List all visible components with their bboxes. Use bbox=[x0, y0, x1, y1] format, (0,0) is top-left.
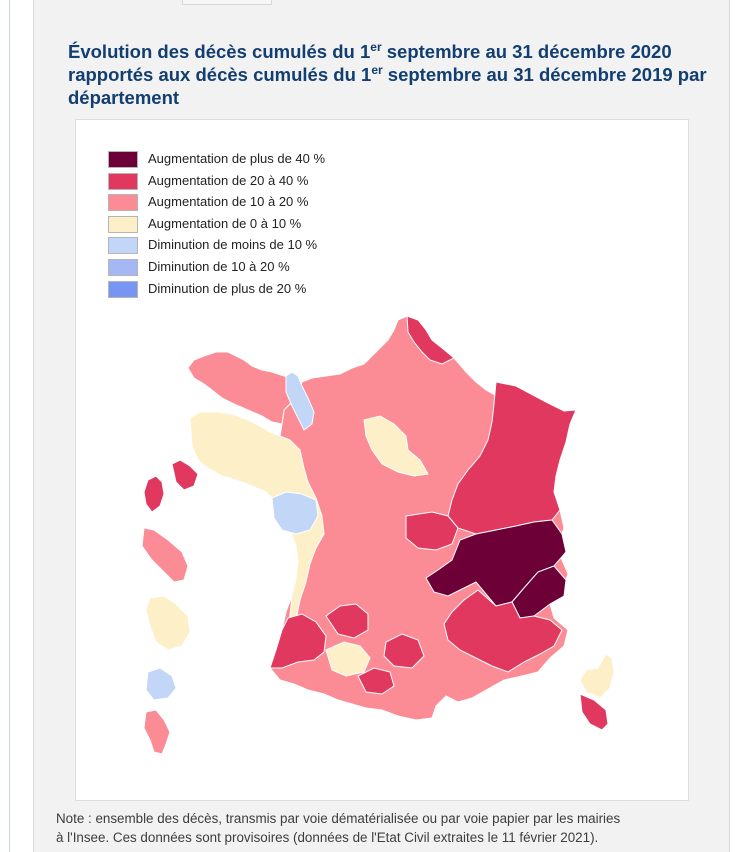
title-line-1: Évolution des décès cumulés du 1er septe… bbox=[68, 40, 672, 62]
figure-note: Note : ensemble des décès, transmis par … bbox=[56, 809, 716, 847]
region-corse-du-sud bbox=[579, 693, 609, 731]
region-bourgogne bbox=[405, 511, 459, 551]
title-line-2: rapportés aux décès cumulés du 1er septe… bbox=[68, 63, 707, 85]
region-manche bbox=[285, 371, 315, 431]
legend-label: Diminution de 10 à 20 % bbox=[148, 258, 290, 274]
legend-label: Augmentation de plus de 40 % bbox=[148, 151, 326, 166]
legend-label: Augmentation de 10 à 20 % bbox=[148, 194, 309, 210]
legend-swatch bbox=[108, 258, 138, 276]
legend-label: Augmentation de 20 à 40 % bbox=[148, 172, 309, 188]
legend-swatch bbox=[108, 237, 138, 255]
region-paca bbox=[443, 589, 563, 673]
legend-swatch bbox=[108, 194, 138, 212]
region-bretagne bbox=[187, 351, 303, 425]
note-line-1: Note : ensemble des décès, transmis par … bbox=[56, 811, 621, 826]
legend-swatch bbox=[108, 151, 138, 168]
region-corse bbox=[579, 653, 615, 699]
department-map bbox=[141, 315, 615, 755]
legend-label: Diminution de moins de 10 % bbox=[148, 237, 318, 253]
note-line-2: à l'Insee. Ces données sont provisoires … bbox=[56, 830, 599, 845]
legend-label: Augmentation de 0 à 10 % bbox=[148, 215, 302, 231]
region-centre bbox=[363, 415, 429, 477]
region-herault bbox=[357, 667, 395, 695]
region-mayotte bbox=[143, 709, 171, 755]
region-tarn-garonne bbox=[325, 641, 371, 677]
region-la-reunion bbox=[145, 667, 177, 701]
tab-stub[interactable] bbox=[182, 0, 272, 5]
region-martinique bbox=[141, 527, 189, 583]
legend-swatch bbox=[108, 280, 138, 298]
figure-title: Évolution des décès cumulés du 1er septe… bbox=[68, 40, 718, 109]
title-line-3: département bbox=[68, 87, 180, 108]
region-ouest bbox=[189, 411, 325, 635]
region-guyane bbox=[145, 595, 191, 651]
legend-swatch bbox=[108, 172, 138, 190]
region-pyrenees-atlantiques bbox=[269, 613, 327, 669]
left-border bbox=[9, 0, 10, 852]
region-aveyron bbox=[383, 633, 425, 669]
region-loire-atlantique bbox=[271, 491, 319, 535]
region-guadeloupe bbox=[143, 459, 199, 513]
legend-swatch bbox=[108, 215, 138, 233]
region-occitanie-ouest bbox=[325, 603, 369, 639]
map-figure: Augmentation de plus de 40 % Augmentatio… bbox=[75, 119, 689, 801]
region-nord bbox=[406, 315, 455, 365]
legend-label: Diminution de plus de 20 % bbox=[148, 280, 307, 296]
